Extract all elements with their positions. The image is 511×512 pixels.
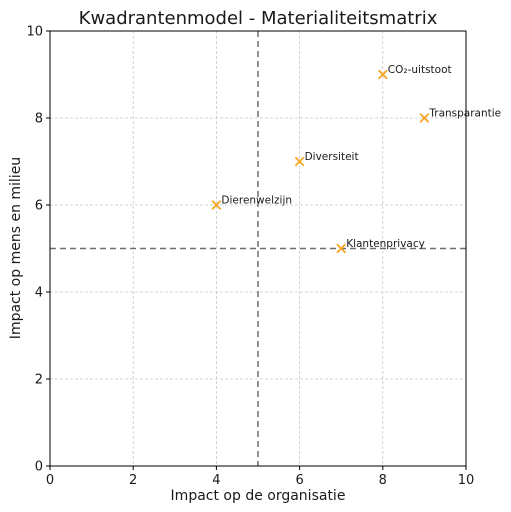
y-tick-label-4: 4 — [35, 286, 43, 301]
data-point-2: Diversiteit — [294, 151, 359, 167]
x-tick-label-8: 8 — [379, 473, 387, 488]
y-tick-label-8: 8 — [35, 112, 43, 127]
data-point-4: Klantenprivacy — [336, 238, 425, 254]
y-tick-label-10: 10 — [26, 25, 43, 40]
chart-title: Kwadrantenmodel - Materialiteitsmatrix — [79, 8, 438, 29]
point-label-0: CO₂-uitstoot — [388, 64, 452, 76]
plot-frame — [49, 30, 467, 467]
axis-ticks: 0 2 4 6 8 10 0 2 4 6 8 10 — [26, 25, 474, 489]
x-tick-label-2: 2 — [129, 473, 137, 488]
x-marker-stroke — [419, 113, 430, 123]
x-tick-label-6: 6 — [295, 473, 303, 488]
axes — [49, 30, 467, 467]
quadrant-thresholds — [50, 31, 466, 466]
point-label-4: Klantenprivacy — [346, 238, 425, 250]
x-tick-label-10: 10 — [458, 473, 475, 488]
y-tick-label-6: 6 — [35, 199, 43, 214]
x-marker-stroke — [294, 156, 305, 167]
point-label-3: Dierenwelzijn — [221, 195, 292, 207]
y-tick-label-2: 2 — [35, 373, 43, 388]
x-tick-label-4: 4 — [212, 473, 220, 488]
x-marker-stroke — [211, 200, 222, 210]
data-point-0: CO₂-uitstoot — [377, 64, 452, 80]
data-points: CO₂-uitstoot Transparantie Diversiteit Dier… — [211, 64, 501, 254]
data-point-1: Transparantie — [419, 108, 501, 123]
x-tick-label-0: 0 — [46, 473, 54, 488]
data-point-3: Dierenwelzijn — [211, 195, 292, 210]
y-axis-label: Impact op mens en milieu — [8, 157, 24, 339]
point-label-2: Diversiteit — [305, 151, 359, 163]
y-tick-label-0: 0 — [35, 460, 43, 475]
point-label-1: Transparantie — [428, 108, 501, 120]
x-marker-stroke — [336, 243, 347, 254]
x-axis-label: Impact op de organisatie — [171, 488, 346, 504]
x-marker-stroke — [377, 69, 388, 80]
